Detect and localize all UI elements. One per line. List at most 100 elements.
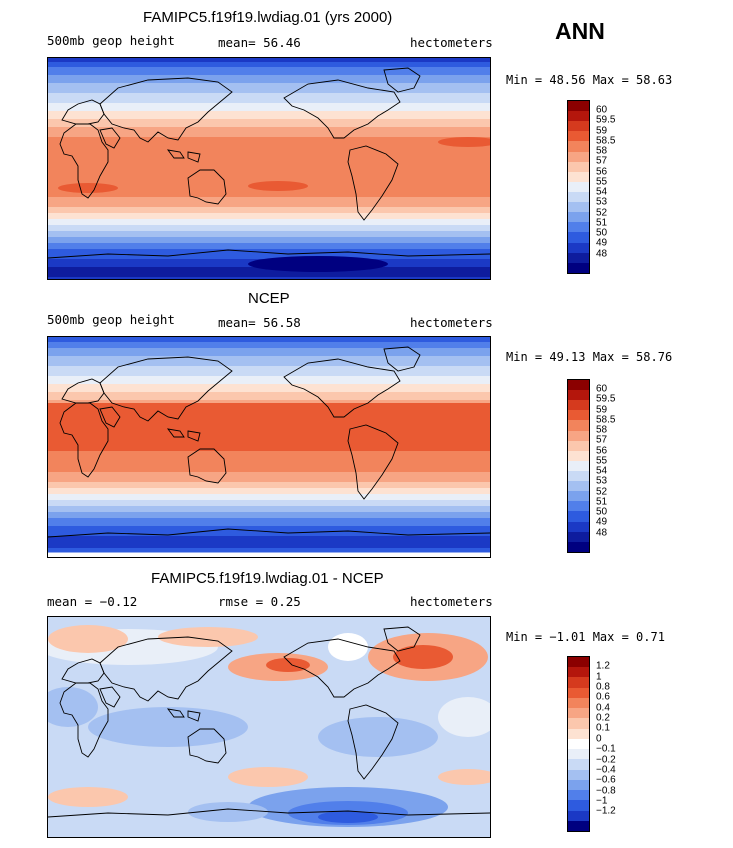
- colorbar-swatch: [568, 171, 589, 182]
- colorbar-swatch: [568, 779, 589, 791]
- min-max-label: Min = 48.56 Max = 58.63: [506, 73, 673, 87]
- colorbar-tick-label: 57: [596, 155, 608, 167]
- colorbar-tick-label: 0.2: [596, 712, 610, 724]
- high-blob: [438, 137, 490, 147]
- colorbar-swatch: [568, 390, 589, 401]
- colorbar-tick-label: 58: [596, 145, 608, 157]
- colorbar-swatch: [568, 820, 589, 831]
- colorbar-tick-label: 0.8: [596, 681, 610, 693]
- colorbar-tick-label: −0.4: [596, 764, 616, 776]
- colorbar-swatch: [568, 697, 589, 709]
- colorbar-swatch: [568, 111, 589, 122]
- colorbar-swatch: [568, 531, 589, 542]
- colorbar-tick-label: −1: [596, 795, 608, 807]
- colorbar-swatch: [568, 460, 589, 471]
- colorbar-swatch: [568, 420, 589, 431]
- panel-mean-label: mean= 56.46: [218, 35, 301, 50]
- colorbar-tick-label: 59: [596, 125, 608, 137]
- map-svg: [48, 337, 490, 553]
- colorbar-tick-label: 48: [596, 248, 608, 260]
- colorbar-tick-label: 0: [596, 733, 602, 745]
- colorbar-swatch: [568, 800, 589, 811]
- colorbar-swatch: [568, 521, 589, 532]
- colorbar-tick-label: 60: [596, 383, 608, 395]
- colorbar-tick-label: 54: [596, 186, 608, 198]
- colorbar-swatch: [568, 191, 589, 203]
- colorbar-swatch: [568, 708, 589, 719]
- colorbar-tick-label: 50: [596, 227, 608, 239]
- colorbar-swatch: [568, 677, 589, 688]
- colorbar-tick-label: 52: [596, 486, 608, 498]
- panel-title: NCEP: [248, 290, 290, 307]
- colorbar-swatch: [568, 657, 589, 668]
- min-max-label: Min = −1.01 Max = 0.71: [506, 630, 665, 644]
- colorbar-tick-label: 56: [596, 166, 608, 178]
- colorbar-tick-label: 53: [596, 475, 608, 487]
- panel-mean-label: mean= 56.58: [218, 315, 301, 330]
- colorbar-tick-label: 60: [596, 104, 608, 116]
- panel-rmse-label: rmse = 0.25: [218, 594, 301, 609]
- colorbar-swatch: [568, 687, 589, 698]
- colorbar-tick-label: 58.5: [596, 135, 616, 147]
- colorbar-swatch: [568, 252, 589, 263]
- tropical-band: [48, 403, 490, 451]
- panel-units-label: hectometers: [410, 35, 493, 50]
- colorbar-swatch: [568, 501, 589, 512]
- colorbar-swatch: [568, 101, 589, 112]
- panel-title: FAMIPC5.f19f19.lwdiag.01 - NCEP: [151, 570, 384, 587]
- coastlines: [48, 346, 490, 538]
- colorbar-swatch: [568, 161, 589, 172]
- colorbar-swatch: [568, 242, 589, 253]
- colorbar-tick-label: −0.8: [596, 785, 616, 797]
- colorbar-swatch: [568, 121, 589, 132]
- panel-variable-label: 500mb geop height: [47, 33, 175, 48]
- colorbar-swatch: [568, 410, 589, 421]
- colorbar-swatch: [568, 491, 589, 502]
- colorbar-swatch: [568, 749, 589, 760]
- colorbar-tick-label: 53: [596, 196, 608, 208]
- colorbar-tick-label: 54: [596, 465, 608, 477]
- colorbar-tick-label: 57: [596, 434, 608, 446]
- colorbar-tick-label: 0.6: [596, 691, 610, 703]
- colorbar-tick-label: 51: [596, 217, 608, 229]
- colorbar-swatch: [568, 202, 589, 213]
- contour-map: [47, 616, 491, 838]
- colorbar-tick-label: 0.4: [596, 702, 610, 714]
- colorbar-tick-label: 59.5: [596, 114, 616, 126]
- colorbar-swatch: [568, 728, 589, 739]
- colorbar: [567, 100, 590, 274]
- trough-blob: [248, 256, 388, 272]
- colorbar-tick-label: 48: [596, 527, 608, 539]
- colorbar-swatch: [568, 450, 589, 461]
- panel-units-label: hectometers: [410, 594, 493, 609]
- season-label: ANN: [555, 18, 605, 44]
- colorbar-tick-label: 51: [596, 496, 608, 508]
- panel-variable-label: 500mb geop height: [47, 312, 175, 327]
- colorbar-swatch: [568, 667, 589, 678]
- colorbar: [567, 656, 590, 832]
- colorbar-swatch: [568, 262, 589, 273]
- colorbar-swatch: [568, 470, 589, 482]
- colorbar: [567, 379, 590, 553]
- colorbar-swatch: [568, 759, 589, 770]
- colorbar-tick-label: −0.6: [596, 774, 616, 786]
- colorbar-tick-label: 59: [596, 404, 608, 416]
- colorbar-tick-label: 58: [596, 424, 608, 436]
- high-blob: [58, 183, 118, 193]
- colorbar-swatch: [568, 131, 589, 142]
- min-max-label: Min = 49.13 Max = 58.76: [506, 350, 673, 364]
- colorbar-tick-label: 55: [596, 455, 608, 467]
- colorbar-tick-label: 1: [596, 671, 602, 683]
- contour-map: [47, 57, 491, 280]
- contour-fill: [48, 617, 490, 837]
- colorbar-swatch: [568, 141, 589, 152]
- contour-map: [47, 336, 491, 558]
- colorbar-swatch: [568, 738, 589, 750]
- colorbar-swatch: [568, 440, 589, 451]
- colorbar-swatch: [568, 181, 589, 192]
- map-svg: [48, 617, 490, 837]
- colorbar-swatch: [568, 400, 589, 411]
- coastlines: [48, 626, 490, 818]
- colorbar-swatch: [568, 718, 589, 729]
- colorbar-swatch: [568, 212, 589, 223]
